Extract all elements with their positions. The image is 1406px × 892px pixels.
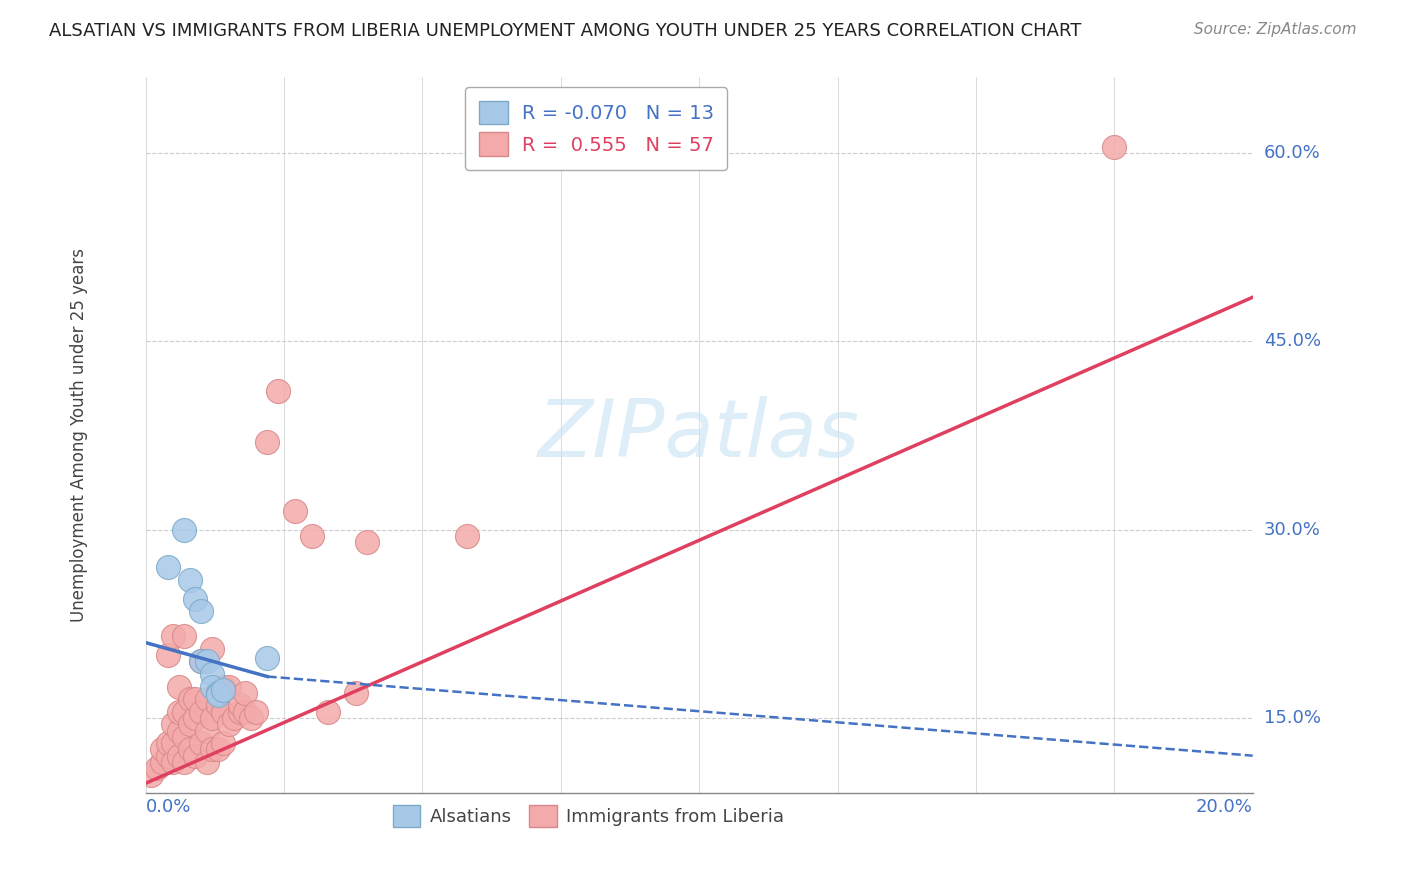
Legend: Alsatians, Immigrants from Liberia: Alsatians, Immigrants from Liberia bbox=[387, 798, 790, 834]
Point bbox=[167, 680, 190, 694]
Point bbox=[195, 755, 218, 769]
Point bbox=[195, 692, 218, 706]
Text: Source: ZipAtlas.com: Source: ZipAtlas.com bbox=[1194, 22, 1357, 37]
Point bbox=[190, 655, 212, 669]
Point bbox=[179, 717, 201, 731]
Text: ZIPatlas: ZIPatlas bbox=[538, 396, 860, 475]
Point bbox=[190, 736, 212, 750]
Point bbox=[1104, 139, 1126, 153]
Point bbox=[162, 736, 184, 750]
Point bbox=[207, 742, 229, 756]
Point bbox=[239, 711, 262, 725]
Point bbox=[195, 655, 218, 669]
Point bbox=[190, 705, 212, 719]
Point bbox=[201, 667, 224, 681]
Point bbox=[156, 648, 179, 663]
Point bbox=[141, 767, 163, 781]
Point bbox=[356, 535, 378, 549]
Point bbox=[184, 711, 207, 725]
Point bbox=[207, 698, 229, 713]
Point bbox=[156, 748, 179, 763]
Text: 15.0%: 15.0% bbox=[1264, 709, 1320, 727]
Point bbox=[173, 705, 195, 719]
Point bbox=[150, 755, 173, 769]
Point bbox=[267, 384, 290, 399]
Point bbox=[145, 761, 167, 775]
Point bbox=[179, 692, 201, 706]
Point bbox=[344, 686, 367, 700]
Point bbox=[284, 504, 307, 518]
Text: ALSATIAN VS IMMIGRANTS FROM LIBERIA UNEMPLOYMENT AMONG YOUTH UNDER 25 YEARS CORR: ALSATIAN VS IMMIGRANTS FROM LIBERIA UNEM… bbox=[49, 22, 1081, 40]
Point bbox=[173, 629, 195, 643]
Point bbox=[456, 529, 478, 543]
Point bbox=[179, 573, 201, 587]
Text: 30.0%: 30.0% bbox=[1264, 521, 1320, 539]
Point bbox=[184, 692, 207, 706]
Point bbox=[207, 689, 229, 703]
Text: 0.0%: 0.0% bbox=[146, 798, 191, 816]
Point bbox=[150, 742, 173, 756]
Point bbox=[184, 591, 207, 606]
Point bbox=[173, 523, 195, 537]
Point bbox=[256, 650, 278, 665]
Point bbox=[190, 604, 212, 618]
Point bbox=[156, 736, 179, 750]
Point bbox=[228, 705, 250, 719]
Point bbox=[228, 698, 250, 713]
Point bbox=[162, 755, 184, 769]
Point bbox=[212, 683, 235, 698]
Point bbox=[212, 680, 235, 694]
Point bbox=[195, 723, 218, 738]
Point bbox=[316, 705, 339, 719]
Point bbox=[167, 748, 190, 763]
Point bbox=[212, 736, 235, 750]
Point bbox=[173, 755, 195, 769]
Point bbox=[224, 711, 246, 725]
Point bbox=[245, 705, 267, 719]
Point bbox=[218, 680, 240, 694]
Point bbox=[162, 629, 184, 643]
Point bbox=[233, 705, 256, 719]
Text: 60.0%: 60.0% bbox=[1264, 144, 1320, 161]
Point bbox=[167, 723, 190, 738]
Point bbox=[301, 529, 323, 543]
Point bbox=[207, 686, 229, 700]
Point bbox=[190, 655, 212, 669]
Point bbox=[201, 641, 224, 656]
Point bbox=[201, 742, 224, 756]
Text: 20.0%: 20.0% bbox=[1197, 798, 1253, 816]
Point bbox=[256, 434, 278, 449]
Text: 45.0%: 45.0% bbox=[1264, 332, 1320, 351]
Point bbox=[218, 717, 240, 731]
Point bbox=[162, 717, 184, 731]
Point bbox=[201, 711, 224, 725]
Point bbox=[201, 680, 224, 694]
Point bbox=[167, 705, 190, 719]
Point bbox=[212, 705, 235, 719]
Point bbox=[233, 686, 256, 700]
Point bbox=[156, 560, 179, 574]
Point bbox=[173, 730, 195, 744]
Point bbox=[179, 742, 201, 756]
Point bbox=[184, 748, 207, 763]
Text: Unemployment Among Youth under 25 years: Unemployment Among Youth under 25 years bbox=[70, 248, 89, 623]
